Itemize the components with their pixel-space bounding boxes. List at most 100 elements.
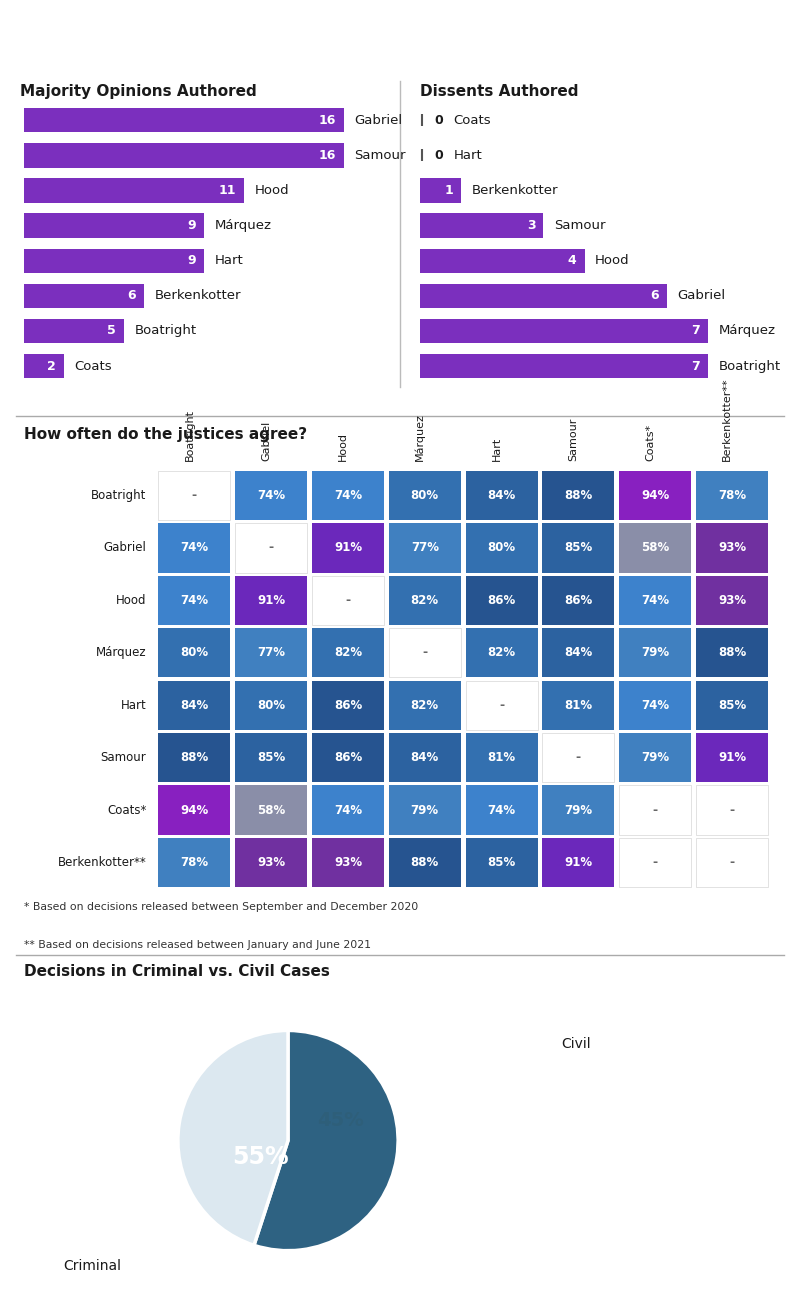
Text: 80%: 80%: [410, 489, 439, 502]
Text: 74%: 74%: [257, 489, 286, 502]
Bar: [389, 733, 461, 783]
Bar: [235, 733, 307, 783]
Text: Márquez: Márquez: [214, 219, 271, 232]
Text: 88%: 88%: [564, 489, 593, 502]
Bar: [312, 680, 384, 730]
Bar: [235, 471, 307, 520]
Text: Hood: Hood: [116, 594, 146, 607]
Text: ** Based on decisions released between January and June 2021: ** Based on decisions released between J…: [24, 940, 371, 949]
Bar: [619, 785, 691, 835]
Text: Coats: Coats: [454, 114, 491, 127]
Bar: [420, 319, 708, 343]
Text: 7: 7: [691, 324, 700, 337]
Text: 74%: 74%: [180, 594, 209, 607]
Text: 7: 7: [691, 359, 700, 372]
Text: 80%: 80%: [487, 541, 516, 555]
Bar: [619, 680, 691, 730]
Bar: [312, 785, 384, 835]
Bar: [542, 576, 614, 625]
Text: Márquez: Márquez: [718, 324, 775, 337]
Text: 86%: 86%: [334, 699, 362, 712]
Text: 93%: 93%: [257, 856, 286, 869]
Bar: [696, 680, 768, 730]
Bar: [24, 283, 144, 308]
Bar: [619, 838, 691, 888]
Bar: [420, 354, 708, 379]
Bar: [542, 680, 614, 730]
Text: 85%: 85%: [487, 856, 516, 869]
Bar: [158, 471, 230, 520]
Text: Coats: Coats: [74, 359, 112, 372]
Text: Márquez: Márquez: [96, 646, 146, 659]
Text: 88%: 88%: [180, 751, 209, 764]
Bar: [696, 838, 768, 888]
Bar: [696, 523, 768, 573]
Bar: [542, 471, 614, 520]
Text: 82%: 82%: [410, 699, 439, 712]
Bar: [158, 523, 230, 573]
Bar: [466, 838, 538, 888]
Bar: [235, 576, 307, 625]
Bar: [158, 576, 230, 625]
Text: -: -: [346, 594, 350, 607]
Text: -: -: [192, 489, 197, 502]
Text: 9: 9: [187, 219, 196, 232]
Bar: [619, 471, 691, 520]
Text: Coats*: Coats*: [646, 425, 655, 461]
Text: 85%: 85%: [564, 541, 593, 555]
Text: Berkenkotter**: Berkenkotter**: [722, 378, 732, 461]
Bar: [389, 471, 461, 520]
Text: 82%: 82%: [334, 646, 362, 659]
Text: 84%: 84%: [410, 751, 439, 764]
Text: 5: 5: [107, 324, 116, 337]
Text: 82%: 82%: [410, 594, 439, 607]
Bar: [158, 628, 230, 678]
Text: 78%: 78%: [718, 489, 746, 502]
Text: -: -: [269, 541, 274, 555]
Text: 91%: 91%: [257, 594, 286, 607]
Bar: [158, 680, 230, 730]
Text: -: -: [422, 646, 427, 659]
Bar: [466, 733, 538, 783]
Text: -: -: [730, 856, 734, 869]
Text: 74%: 74%: [641, 594, 670, 607]
Text: 55%: 55%: [232, 1145, 289, 1169]
Text: Gabriel: Gabriel: [103, 541, 146, 555]
Bar: [420, 283, 667, 308]
Text: 16: 16: [318, 149, 336, 161]
Text: Samour: Samour: [101, 751, 146, 764]
Bar: [24, 249, 204, 273]
Text: Boatright: Boatright: [91, 489, 146, 502]
Bar: [542, 523, 614, 573]
Text: 11: 11: [218, 184, 236, 197]
Text: How often do the justices agree?: How often do the justices agree?: [24, 426, 307, 442]
Text: 84%: 84%: [564, 646, 593, 659]
Text: Criminal: Criminal: [63, 1260, 121, 1273]
Text: 79%: 79%: [410, 804, 439, 817]
Text: Hart: Hart: [491, 437, 502, 461]
Text: Majority Opinions Authored: Majority Opinions Authored: [20, 84, 257, 100]
Text: Berkenkotter: Berkenkotter: [154, 290, 241, 303]
Text: 93%: 93%: [718, 541, 746, 555]
Bar: [466, 576, 538, 625]
Text: 58%: 58%: [641, 541, 670, 555]
Bar: [466, 680, 538, 730]
Text: 93%: 93%: [718, 594, 746, 607]
Bar: [158, 838, 230, 888]
Text: 2: 2: [47, 359, 56, 372]
Bar: [619, 576, 691, 625]
Text: Berkenkotter**: Berkenkotter**: [58, 856, 146, 869]
Bar: [24, 319, 124, 343]
Text: 1: 1: [444, 184, 453, 197]
Text: 84%: 84%: [487, 489, 516, 502]
Text: 6: 6: [127, 290, 136, 303]
Bar: [542, 785, 614, 835]
Bar: [466, 628, 538, 678]
Text: 45%: 45%: [318, 1112, 364, 1130]
Wedge shape: [254, 1030, 398, 1251]
Bar: [312, 628, 384, 678]
Bar: [696, 785, 768, 835]
Text: 74%: 74%: [334, 489, 362, 502]
Text: Boatright: Boatright: [184, 409, 194, 461]
Text: Gabriel: Gabriel: [354, 114, 402, 127]
